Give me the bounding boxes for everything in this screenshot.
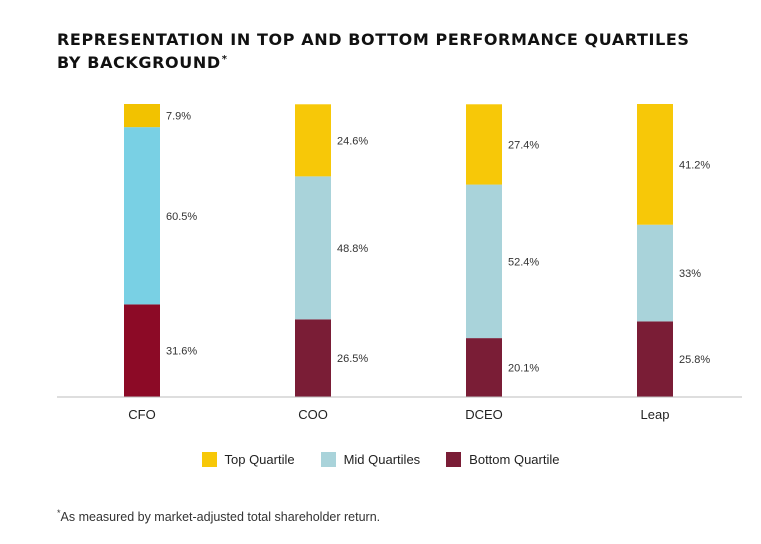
bar-segment-dceo-bottom-quartile [466, 338, 502, 397]
legend-item-top-quartile: Top Quartile [201, 452, 295, 467]
data-label-coo-mid-quartiles: 48.8% [337, 243, 368, 255]
data-label-leap-bottom-quartile: 25.8% [679, 354, 710, 366]
data-label-coo-top-quartile: 24.6% [337, 135, 368, 147]
bar-segment-dceo-mid-quartiles [466, 184, 502, 339]
bar-segment-coo-bottom-quartile [295, 319, 331, 397]
legend-swatch-mid-quartiles [320, 452, 336, 467]
data-label-leap-top-quartile: 41.2% [679, 159, 710, 171]
data-label-cfo-bottom-quartile: 31.6% [166, 346, 197, 358]
legend-label-mid-quartiles: Mid Quartiles [343, 452, 421, 467]
bar-segment-leap-top-quartile [637, 104, 673, 225]
legend-swatch-top-quartile [201, 452, 217, 467]
bar-segment-leap-mid-quartiles [637, 224, 673, 322]
legend-label-top-quartile: Top Quartile [224, 452, 295, 467]
bar-segment-cfo-top-quartile [124, 104, 160, 128]
x-tick-label-coo: COO [298, 407, 328, 422]
chart-legend: Top Quartile Mid Quartiles Bottom Quarti… [0, 452, 761, 467]
data-label-leap-mid-quartiles: 33% [679, 268, 701, 280]
data-label-cfo-top-quartile: 7.9% [166, 111, 191, 123]
x-tick-label-dceo: DCEO [465, 407, 503, 422]
bar-segment-cfo-mid-quartiles [124, 127, 160, 305]
bar-segment-coo-top-quartile [295, 104, 331, 177]
chart-title: REPRESENTATION IN TOP AND BOTTOM PERFORM… [57, 30, 690, 72]
footnote-mark: * [57, 507, 61, 518]
data-label-dceo-bottom-quartile: 20.1% [508, 363, 539, 375]
legend-label-bottom-quartile: Bottom Quartile [469, 452, 560, 467]
legend-swatch-bottom-quartile [446, 452, 462, 467]
bar-segment-cfo-bottom-quartile [124, 304, 160, 397]
x-tick-label-leap: Leap [641, 407, 670, 422]
footnote-text: As measured by market-adjusted total sha… [60, 510, 381, 524]
stacked-bar-chart: 31.6% 60.5% 7.9% CFO 26.5% 48.8% 24.6% COO 20.1%… [57, 104, 742, 422]
data-label-dceo-mid-quartiles: 52.4% [508, 256, 539, 268]
legend-item-bottom-quartile: Bottom Quartile [446, 452, 560, 467]
data-label-dceo-top-quartile: 27.4% [508, 139, 539, 151]
data-label-cfo-mid-quartiles: 60.5% [166, 211, 197, 223]
bar-segment-leap-bottom-quartile [637, 321, 673, 397]
x-tick-label-cfo: CFO [128, 407, 155, 422]
footnote: *As measured by market-adjusted total sh… [57, 507, 381, 524]
bar-segment-dceo-top-quartile [466, 104, 502, 185]
legend-item-mid-quartiles: Mid Quartiles [320, 452, 421, 467]
title-footnote-mark: * [221, 53, 228, 65]
data-label-coo-bottom-quartile: 26.5% [337, 353, 368, 365]
bar-segment-coo-mid-quartiles [295, 176, 331, 320]
